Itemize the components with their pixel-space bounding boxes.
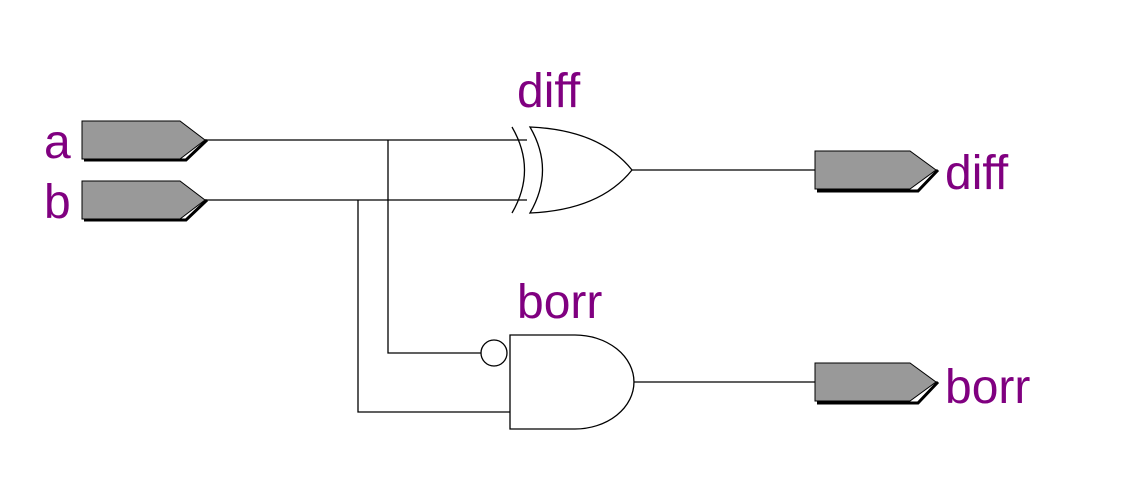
and-gate bbox=[480, 334, 635, 430]
xor-gate bbox=[511, 126, 633, 214]
inverter-bubble bbox=[480, 339, 508, 367]
input-port-b bbox=[81, 180, 209, 222]
wire-b-to-and bbox=[357, 200, 510, 413]
and-gate-label: borr bbox=[517, 276, 602, 329]
input-port-a bbox=[81, 120, 209, 162]
wire-a-to-and bbox=[387, 140, 481, 354]
input-label-b: b bbox=[44, 176, 71, 229]
output-port-diff bbox=[814, 150, 940, 193]
output-port-borr bbox=[814, 362, 940, 405]
output-label-borr: borr bbox=[945, 361, 1030, 414]
wires bbox=[205, 139, 815, 413]
input-label-a: a bbox=[44, 116, 71, 169]
output-label-diff: diff bbox=[945, 147, 1009, 200]
xor-gate-label: diff bbox=[517, 65, 581, 118]
